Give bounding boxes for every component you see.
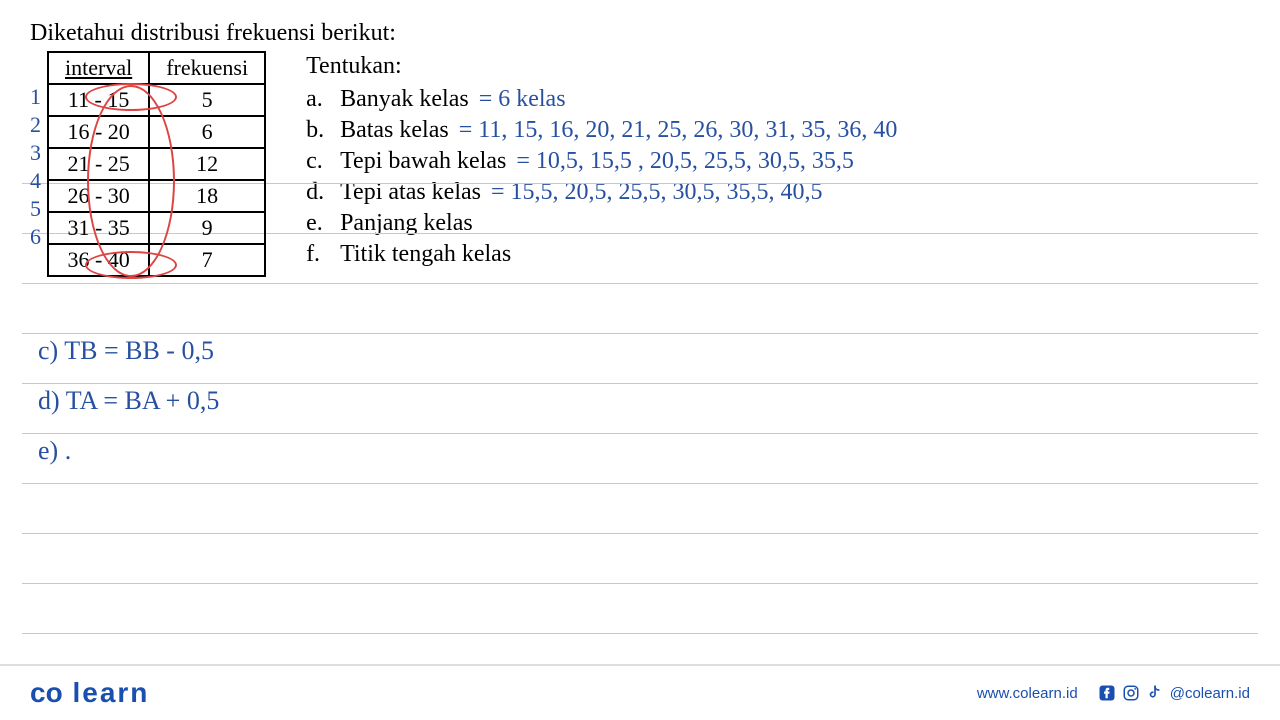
q-text: Tepi bawah kelas <box>340 146 506 177</box>
cell-interval: 21 - 25 <box>48 148 149 180</box>
social: @colearn.id <box>1098 684 1250 702</box>
q-label: c. <box>306 146 330 177</box>
row-num: 6 <box>30 223 41 251</box>
tiktok-icon <box>1146 684 1164 702</box>
table-header-row: interval frekuensi <box>48 52 265 84</box>
q-text: Banyak kelas <box>340 84 469 115</box>
question-item: c. Tepi bawah kelas = 10,5, 15,5 , 20,5,… <box>306 146 897 177</box>
cell-interval: 26 - 30 <box>48 180 149 212</box>
table-wrapper: 1 2 3 4 5 6 interval frekuensi 11 - 155 … <box>30 51 266 277</box>
question-item: a. Banyak kelas = 6 kelas <box>306 84 897 115</box>
question-item: b. Batas kelas = 11, 15, 16, 20, 21, 25,… <box>306 115 897 146</box>
cell-freq: 12 <box>149 148 265 180</box>
q-label: a. <box>306 84 330 115</box>
social-handle: @colearn.id <box>1170 685 1250 702</box>
header-frequency: frekuensi <box>149 52 265 84</box>
header-interval: interval <box>48 52 149 84</box>
questions-heading: Tentukan: <box>306 51 897 82</box>
logo: co learn <box>30 677 149 709</box>
cell-freq: 18 <box>149 180 265 212</box>
row-num: 1 <box>30 83 41 111</box>
row-num: 5 <box>30 195 41 223</box>
work-line: d) TA = BA + 0,5 <box>38 376 219 426</box>
table-row: 21 - 2512 <box>48 148 265 180</box>
table-row: 36 - 407 <box>48 244 265 276</box>
instagram-icon <box>1122 684 1140 702</box>
table-container: interval frekuensi 11 - 155 16 - 206 21 … <box>47 51 266 277</box>
q-answer: = 10,5, 15,5 , 20,5, 25,5, 30,5, 35,5 <box>516 146 854 177</box>
q-answer: = 6 kelas <box>479 84 566 115</box>
q-answer: = 11, 15, 16, 20, 21, 25, 26, 30, 31, 35… <box>459 115 898 146</box>
cell-interval: 36 - 40 <box>48 244 149 276</box>
cell-interval: 11 - 15 <box>48 84 149 116</box>
table-row: 11 - 155 <box>48 84 265 116</box>
table-row: 31 - 359 <box>48 212 265 244</box>
footer: co learn www.colearn.id @colearn.id <box>0 664 1280 720</box>
logo-learn: learn <box>63 677 150 708</box>
page-title: Diketahui distribusi frekuensi berikut: <box>30 20 1250 47</box>
frequency-table: interval frekuensi 11 - 155 16 - 206 21 … <box>47 51 266 277</box>
row-num: 3 <box>30 139 41 167</box>
work-line: c) TB = BB - 0,5 <box>38 326 219 376</box>
cell-interval: 16 - 20 <box>48 116 149 148</box>
row-num: 4 <box>30 167 41 195</box>
table-row: 16 - 206 <box>48 116 265 148</box>
cell-interval: 31 - 35 <box>48 212 149 244</box>
row-num: 2 <box>30 111 41 139</box>
logo-co: co <box>30 677 63 708</box>
q-text: Batas kelas <box>340 115 449 146</box>
cell-freq: 6 <box>149 116 265 148</box>
cell-freq: 9 <box>149 212 265 244</box>
cell-freq: 5 <box>149 84 265 116</box>
row-numbers: 1 2 3 4 5 6 <box>30 51 41 277</box>
q-label: b. <box>306 115 330 146</box>
cell-freq: 7 <box>149 244 265 276</box>
table-row: 26 - 3018 <box>48 180 265 212</box>
work-area: c) TB = BB - 0,5 d) TA = BA + 0,5 e) . <box>38 326 219 476</box>
facebook-icon <box>1098 684 1116 702</box>
footer-right: www.colearn.id @colearn.id <box>977 684 1250 702</box>
work-line: e) . <box>38 426 219 476</box>
website-link: www.colearn.id <box>977 685 1078 702</box>
